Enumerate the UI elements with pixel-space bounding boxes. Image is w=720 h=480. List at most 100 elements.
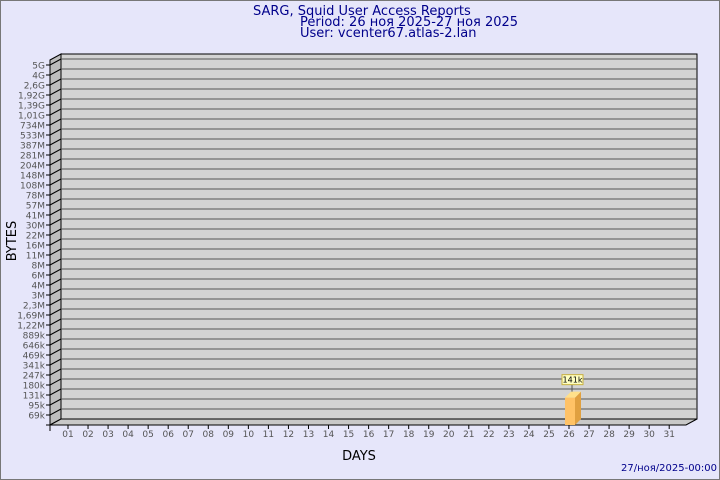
y-tick-depth: [49, 208, 62, 216]
y-tick-depth: [49, 108, 62, 116]
y-tick-depth: [49, 88, 62, 96]
y-tick-depth: [49, 188, 62, 196]
bar-side: [575, 391, 581, 425]
x-tick-label: 14: [323, 430, 335, 440]
y-tick-depth: [49, 398, 62, 406]
y-tick-depth: [49, 298, 62, 306]
x-tick-label: 05: [142, 430, 153, 440]
y-tick-label: 204M: [20, 162, 45, 172]
y-tick-label: 469k: [23, 352, 46, 362]
y-tick-depth: [49, 258, 62, 266]
report-user: User: vcenter67.atlas-2.lan: [300, 26, 477, 41]
y-tick-label: 4G: [32, 72, 45, 82]
y-tick-depth: [49, 328, 62, 336]
x-tick-label: 21: [463, 430, 474, 440]
y-tick-depth: [49, 268, 62, 276]
y-tick-label: 3M: [32, 292, 46, 302]
footer-timestamp: 27/ноя/2025-00:00: [621, 463, 718, 474]
x-tick-label: 03: [102, 430, 113, 440]
y-tick-label: 1,39G: [18, 102, 45, 112]
y-tick-label: 108M: [20, 182, 45, 192]
y-tick-depth: [49, 368, 62, 376]
y-tick-label: 95k: [28, 402, 45, 412]
x-tick-label: 15: [343, 430, 354, 440]
y-tick-label: 41M: [26, 212, 45, 222]
y-tick-depth: [49, 128, 62, 136]
x-tick-label: 23: [503, 430, 514, 440]
y-tick-depth: [49, 198, 62, 206]
y-tick-label: 646k: [23, 342, 46, 352]
x-tick-label: 04: [122, 430, 134, 440]
y-tick-label: 387M: [20, 142, 45, 152]
y-tick-label: 11M: [26, 252, 45, 262]
y-tick-depth: [49, 98, 62, 106]
y-axis-label: BYTES: [5, 221, 20, 262]
y-tick-depth: [49, 388, 62, 396]
x-tick-label: 19: [423, 430, 435, 440]
y-tick-depth: [49, 168, 62, 176]
x-tick-label: 08: [203, 430, 215, 440]
x-tick-label: 01: [62, 430, 73, 440]
x-tick-label: 11: [263, 430, 274, 440]
y-tick-label: 30M: [26, 222, 45, 232]
y-tick-label: 2,3M: [23, 302, 45, 312]
x-tick-label: 30: [643, 430, 655, 440]
x-tick-label: 07: [183, 430, 194, 440]
x-tick-label: 26: [563, 430, 575, 440]
floor: [49, 418, 698, 426]
y-tick-label: 1,22M: [17, 322, 45, 332]
y-tick-depth: [49, 358, 62, 366]
y-tick-depth: [49, 288, 62, 296]
y-tick-depth: [49, 218, 62, 226]
y-tick-label: 6M: [32, 272, 46, 282]
y-tick-label: 1,92G: [18, 92, 45, 102]
x-tick-label: 20: [443, 430, 455, 440]
y-tick-label: 247k: [23, 372, 46, 382]
x-tick-label: 31: [663, 430, 674, 440]
x-tick-label: 28: [603, 430, 615, 440]
data-label: 141k: [563, 376, 583, 385]
bar-top: [565, 391, 581, 398]
x-tick-label: 16: [363, 430, 375, 440]
y-tick-depth: [49, 308, 62, 316]
y-tick-label: 734M: [20, 122, 45, 132]
x-tick-label: 18: [403, 430, 415, 440]
y-tick-label: 8M: [32, 262, 46, 272]
y-tick-label: 22M: [26, 232, 45, 242]
y-tick-label: 16M: [26, 242, 45, 252]
y-tick-depth: [49, 158, 62, 166]
y-tick-depth: [49, 348, 62, 356]
x-tick-label: 29: [623, 430, 635, 440]
y-tick-depth: [49, 118, 62, 126]
x-tick-label: 24: [523, 430, 535, 440]
x-tick-label: 17: [383, 430, 394, 440]
y-tick-label: 889k: [23, 332, 46, 342]
back-wall: [60, 53, 698, 420]
x-tick-label: 06: [162, 430, 174, 440]
y-tick-depth: [49, 138, 62, 146]
data-label-box: [561, 374, 584, 386]
y-tick-depth: [49, 228, 62, 236]
y-tick-label: 57M: [26, 202, 45, 212]
y-tick-label: 69k: [28, 412, 45, 422]
y-tick-label: 148M: [20, 172, 45, 182]
y-tick-label: 131k: [23, 392, 46, 402]
x-tick-label: 12: [283, 430, 294, 440]
y-tick-depth: [49, 68, 62, 76]
x-tick-label: 27: [583, 430, 594, 440]
x-axis-label: DAYS: [342, 449, 376, 464]
y-tick-label: 281M: [20, 152, 45, 162]
y-tick-label: 180k: [23, 382, 46, 392]
x-tick-label: 02: [82, 430, 93, 440]
y-tick-label: 2,6G: [24, 82, 45, 92]
y-tick-depth: [49, 338, 62, 346]
y-tick-label: 1,69M: [17, 312, 45, 322]
y-tick-label: 4M: [32, 282, 46, 292]
y-tick-label: 341k: [23, 362, 46, 372]
report-period: Period: 26 ноя 2025-27 ноя 2025: [300, 15, 519, 30]
y-tick-depth: [49, 278, 62, 286]
y-tick-depth: [49, 378, 62, 386]
y-tick-depth: [49, 408, 62, 416]
x-tick-label: 22: [483, 430, 494, 440]
